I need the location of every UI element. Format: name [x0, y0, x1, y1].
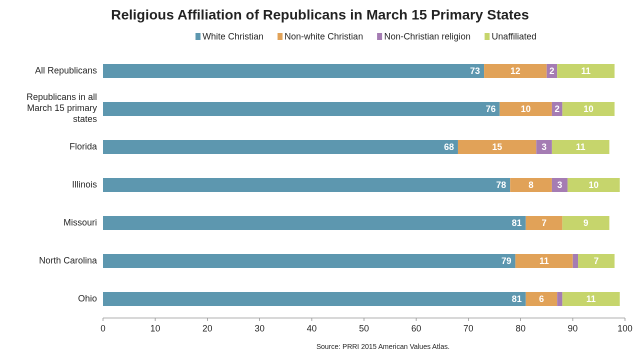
- source-note: Source: PRRI 2015 American Values Atlas.: [316, 344, 449, 351]
- bar-segment: [536, 140, 552, 154]
- value-label: 81: [512, 218, 522, 228]
- legend-label: Non-white Christian: [285, 31, 364, 41]
- y-tick-label: Republicans in all March 15 primary states: [26, 92, 97, 124]
- value-label: 76: [486, 104, 496, 114]
- value-label: 8: [529, 180, 534, 190]
- bar-segment: [551, 140, 610, 154]
- legend-swatch: [377, 33, 383, 40]
- value-label: 11: [576, 142, 586, 152]
- bar-segment: [103, 216, 526, 230]
- bar-segment: [572, 254, 579, 268]
- bar-segment: [557, 64, 615, 78]
- bar-segment: [484, 64, 547, 78]
- bar-segment: [546, 64, 558, 78]
- y-tick-label: North Carolina: [39, 255, 97, 265]
- bar-segment: [103, 64, 485, 78]
- value-label: 81: [512, 294, 522, 304]
- bar-segment: [499, 102, 552, 116]
- value-label: 10: [521, 104, 531, 114]
- legend-item: White Christian: [195, 31, 264, 41]
- value-label: 7: [542, 218, 547, 228]
- value-label: 3: [542, 142, 547, 152]
- legend: White Christian Non-white Christian Non-Ch…: [195, 31, 537, 41]
- bar-segment: [103, 292, 526, 306]
- value-label: 11: [581, 66, 591, 76]
- bar-segment: [103, 254, 516, 268]
- value-label: 7: [594, 256, 599, 266]
- x-tick-label: 70: [463, 323, 473, 333]
- bar-segment: [103, 140, 458, 154]
- bar-segment: [551, 178, 568, 192]
- value-label: 10: [583, 104, 593, 114]
- legend-item: Non-Christian religion: [377, 31, 471, 41]
- legend-label: White Christian: [203, 31, 264, 41]
- bar-segment: [525, 216, 563, 230]
- x-tick-label: 100: [617, 323, 632, 333]
- x-tick-label: 10: [150, 323, 160, 333]
- bar-segment: [567, 178, 620, 192]
- legend-label: Unaffiliated: [492, 31, 537, 41]
- bar-segment: [525, 292, 558, 306]
- x-tick-label: 30: [255, 323, 265, 333]
- bar-segment: [562, 292, 620, 306]
- chart-title: Religious Affiliation of Republicans in …: [111, 7, 529, 23]
- x-tick-label: 90: [568, 323, 578, 333]
- value-label: 11: [586, 294, 596, 304]
- value-label: 3: [557, 180, 562, 190]
- y-tick-label: Ohio: [78, 293, 97, 303]
- y-tick-label: Florida: [69, 141, 97, 151]
- x-tick-label: 80: [516, 323, 526, 333]
- bar-segment: [557, 292, 563, 306]
- bar-segment: [551, 102, 563, 116]
- y-tick-label: Illinois: [72, 179, 98, 189]
- legend-swatch: [195, 33, 201, 40]
- bar-segment: [103, 102, 500, 116]
- value-label: 68: [444, 142, 454, 152]
- x-tick-label: 40: [307, 323, 317, 333]
- x-tick-label: 60: [411, 323, 421, 333]
- value-label: 9: [583, 218, 588, 228]
- bar-segment: [515, 254, 573, 268]
- value-label: 2: [549, 66, 554, 76]
- bar-segment: [578, 254, 615, 268]
- legend-swatch: [277, 33, 283, 40]
- bar-segment: [510, 178, 552, 192]
- legend-swatch: [484, 33, 490, 40]
- legend-item: Non-white Christian: [277, 31, 364, 41]
- value-label: 15: [492, 142, 502, 152]
- value-label: 78: [496, 180, 506, 190]
- legend-label: Non-Christian religion: [384, 31, 471, 41]
- bar-segment: [103, 178, 511, 192]
- x-tick-label: 20: [202, 323, 212, 333]
- y-tick-label: Missouri: [63, 217, 97, 227]
- value-label: 73: [470, 66, 480, 76]
- bar-segment: [562, 102, 615, 116]
- value-label: 10: [589, 180, 599, 190]
- value-label: 6: [539, 294, 544, 304]
- bar-segment: [457, 140, 537, 154]
- value-label: 2: [555, 104, 560, 114]
- bar-segment: [562, 216, 610, 230]
- value-label: 11: [539, 256, 549, 266]
- value-label: 12: [510, 66, 520, 76]
- y-tick-label: All Republicans: [35, 65, 98, 75]
- x-tick-label: 50: [359, 323, 369, 333]
- legend-item: Unaffiliated: [484, 31, 537, 41]
- x-tick-label: 0: [100, 323, 105, 333]
- value-label: 79: [501, 256, 511, 266]
